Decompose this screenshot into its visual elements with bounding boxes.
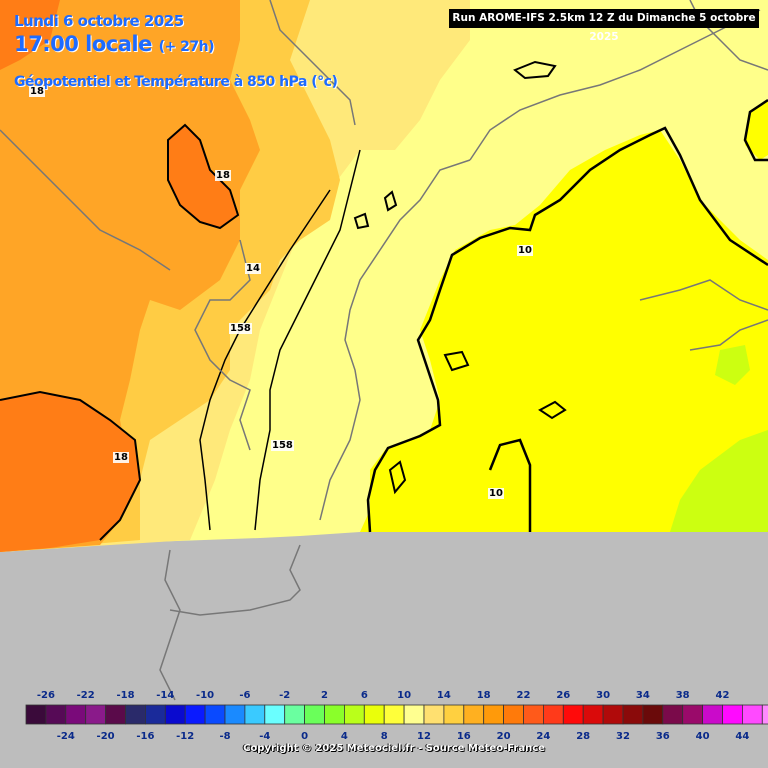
copyright-text: Copyright © 2025 Meteociel.fr - Source M… <box>243 743 545 754</box>
legend-bottom-label: -12 <box>176 731 195 742</box>
legend-bottom-label: -16 <box>136 731 155 742</box>
contour-label: 158 <box>271 440 294 451</box>
legend-top-label: 14 <box>436 690 451 701</box>
legend-top-label: 34 <box>635 690 650 701</box>
temp-zone-8-10-northeast <box>745 100 768 160</box>
contour-label: 10 <box>488 488 504 499</box>
legend-bottom-label: 0 <box>301 731 309 742</box>
legend-top-label: -10 <box>196 690 215 701</box>
contour-label: 158 <box>229 323 252 334</box>
temp-zone-18-20-center <box>168 125 238 228</box>
forecast-time: 17:00 locale (+ 27h) <box>14 32 215 56</box>
legend-bottom-label: -8 <box>219 731 231 742</box>
legend-bottom-label: 28 <box>576 731 591 742</box>
contour-label: 18 <box>29 86 45 97</box>
contour-label: 10 <box>517 245 533 256</box>
legend-bottom-label: 20 <box>496 731 511 742</box>
forecast-lead-time: (+ 27h) <box>158 39 215 55</box>
legend-top-label: 6 <box>360 690 368 701</box>
legend-bottom-label: 16 <box>456 731 471 742</box>
legend-top-label: 22 <box>516 690 531 701</box>
small-closed-contour-1 <box>513 60 557 80</box>
legend-top-label: 2 <box>321 690 328 701</box>
small-closed-contour-6 <box>353 212 370 230</box>
legend-top-label: 30 <box>596 690 611 701</box>
contour-label: 18 <box>113 452 129 463</box>
small-closed-contour-3 <box>538 400 567 420</box>
legend-bottom-label: 36 <box>655 731 670 742</box>
legend-bottom-label: 8 <box>380 731 388 742</box>
contour-label: 14 <box>245 263 261 274</box>
legend-bottom-label: 12 <box>417 731 431 742</box>
contour-label: 18 <box>215 170 231 181</box>
isotherm-10-east-lake <box>488 438 532 532</box>
isotherm-14 <box>199 189 331 531</box>
forecast-date: Lundi 6 octobre 2025 <box>14 12 184 30</box>
small-closed-contour-4 <box>388 460 407 495</box>
parameter-title: Géopotentiel et Température à 850 hPa (°… <box>14 74 338 90</box>
legend-top-label: -22 <box>76 690 95 701</box>
temp-zone-18-20-north <box>0 0 60 70</box>
forecast-time-label: 17:00 locale <box>14 32 152 56</box>
legend-top-label: -26 <box>36 690 55 701</box>
legend-top-label: 18 <box>476 690 491 701</box>
isotherm-10-northeast <box>743 98 768 162</box>
isotherm-158 <box>254 149 361 531</box>
small-closed-contour-2 <box>443 350 470 372</box>
temp-zone-8-10 <box>360 100 768 532</box>
small-closed-contour-5 <box>383 190 398 212</box>
legend-top-label: 10 <box>397 690 412 701</box>
run-info-box: Run AROME-IFS 2.5km 12 Z du Dimanche 5 o… <box>449 9 759 43</box>
legend-top-label: -6 <box>239 690 251 701</box>
legend-bottom-label: -20 <box>96 731 115 742</box>
legend-top-label: -2 <box>279 690 291 701</box>
legend-top-label: -18 <box>116 690 135 701</box>
legend-top-label: 42 <box>715 690 730 701</box>
legend-bottom-label: 4 <box>340 731 348 742</box>
legend-bottom-label: 24 <box>536 731 551 742</box>
legend-top-label: 38 <box>675 690 690 701</box>
legend-bottom-label: 44 <box>735 731 750 742</box>
legend-top-label: -14 <box>156 690 175 701</box>
isotherm-10 <box>366 126 768 533</box>
legend-top-label: 26 <box>556 690 571 701</box>
isotherm-18-west <box>0 390 142 541</box>
legend-bottom-label: 32 <box>616 731 630 742</box>
borders <box>0 0 768 701</box>
temp-zone-6-8-spot <box>715 345 750 385</box>
isotherm-18-center <box>167 123 240 230</box>
legend-bottom-label: -24 <box>56 731 75 742</box>
legend-bottom-label: 40 <box>695 731 710 742</box>
legend-bottom-label: -4 <box>259 731 271 742</box>
temp-zone-6-8 <box>670 430 768 532</box>
temp-zone-18-20-west <box>0 392 140 552</box>
